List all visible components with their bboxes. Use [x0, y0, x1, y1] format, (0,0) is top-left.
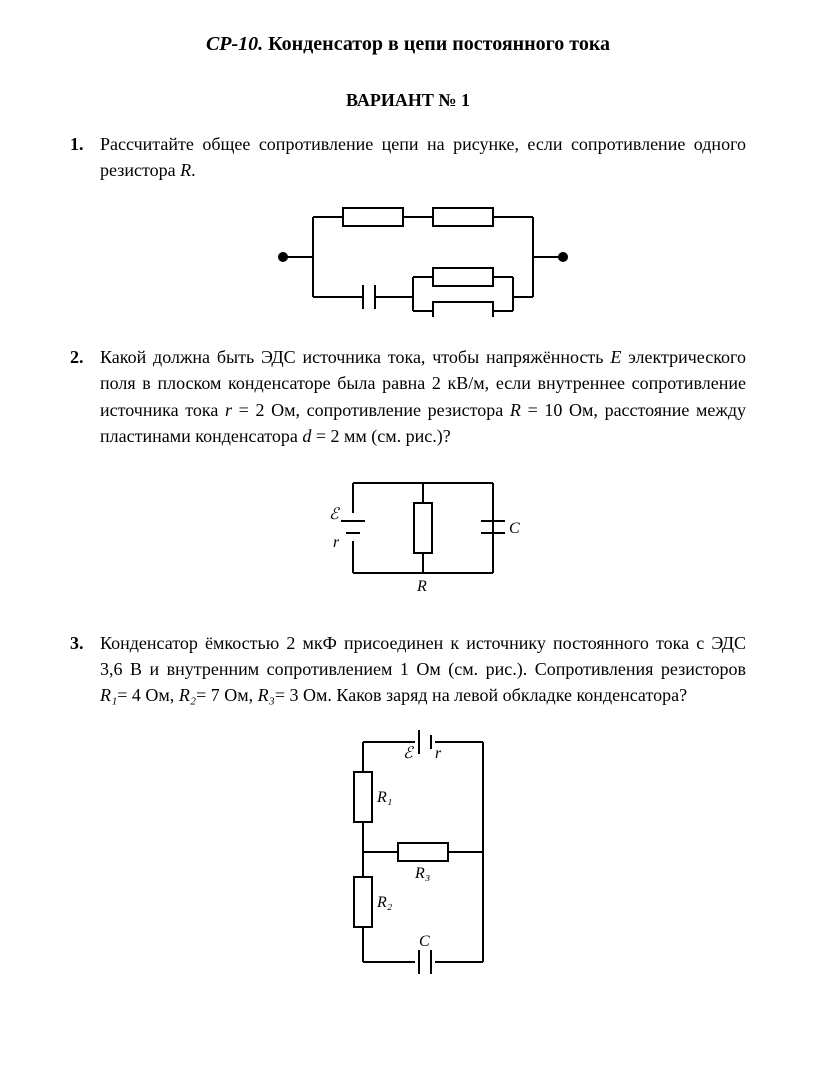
circuit-diagram-3: ℰ r R₁ R₃ R₂: [323, 722, 523, 982]
p2-t3: = 2 Ом, сопротивление резистора: [232, 400, 510, 420]
label-emf: ℰ: [329, 506, 341, 523]
p3-R2: R₂: [179, 685, 196, 705]
problem-list: Рассчитайте общее сопротивление цепи на …: [70, 131, 746, 989]
label-R: R: [416, 578, 427, 595]
p3-R1: R₁: [100, 685, 117, 705]
label-C: C: [509, 520, 520, 537]
p3-t1: Конденсатор ёмкостью 2 мкФ присоединен к…: [100, 633, 746, 679]
p1-text: Рассчитайте общее сопротивление цепи на …: [100, 134, 746, 180]
p2-E: E: [610, 347, 621, 367]
p2-R: R: [510, 400, 521, 420]
circuit-diagram-1: [263, 197, 583, 317]
p2-d: d: [302, 426, 311, 446]
p1-sym-R: R: [180, 160, 191, 180]
label-r: r: [333, 534, 340, 551]
variant-label: ВАРИАНТ № 1: [70, 87, 746, 113]
page-title: СР-10. Конденсатор в цепи постоянного то…: [70, 30, 746, 59]
figure-1: [100, 197, 746, 324]
problem-3: Конденсатор ёмкостью 2 мкФ присоединен к…: [70, 630, 746, 989]
p2-t5: = 2 мм (см. рис.)?: [311, 426, 450, 446]
problem-2: Какой должна быть ЭДС источника тока, чт…: [70, 344, 746, 609]
label-R3: R₃: [414, 865, 430, 882]
figure-3: ℰ r R₁ R₃ R₂: [100, 722, 746, 989]
label-emf3: ℰ: [403, 745, 415, 762]
label-C3: C: [419, 933, 430, 950]
title-prefix: СР-10.: [206, 33, 263, 55]
problem-1: Рассчитайте общее сопротивление цепи на …: [70, 131, 746, 324]
label-r3: r: [435, 745, 442, 762]
label-R1: R₁: [376, 789, 392, 806]
p3-t3: = 7 Ом,: [196, 685, 258, 705]
p2-t1: Какой должна быть ЭДС источника тока, чт…: [100, 347, 610, 367]
label-R2: R₂: [376, 894, 393, 911]
circuit-diagram-2: ℰ r R C: [313, 463, 533, 603]
figure-2: ℰ r R C: [100, 463, 746, 610]
p3-R3: R₃: [258, 685, 275, 705]
p2-r: r: [225, 400, 232, 420]
p1-tail: .: [191, 160, 196, 180]
title-main: Конденсатор в цепи постоянного тока: [268, 33, 610, 55]
p3-t2: = 4 Ом,: [117, 685, 179, 705]
p3-t4: = 3 Ом. Каков заряд на левой обкладке ко…: [275, 685, 687, 705]
